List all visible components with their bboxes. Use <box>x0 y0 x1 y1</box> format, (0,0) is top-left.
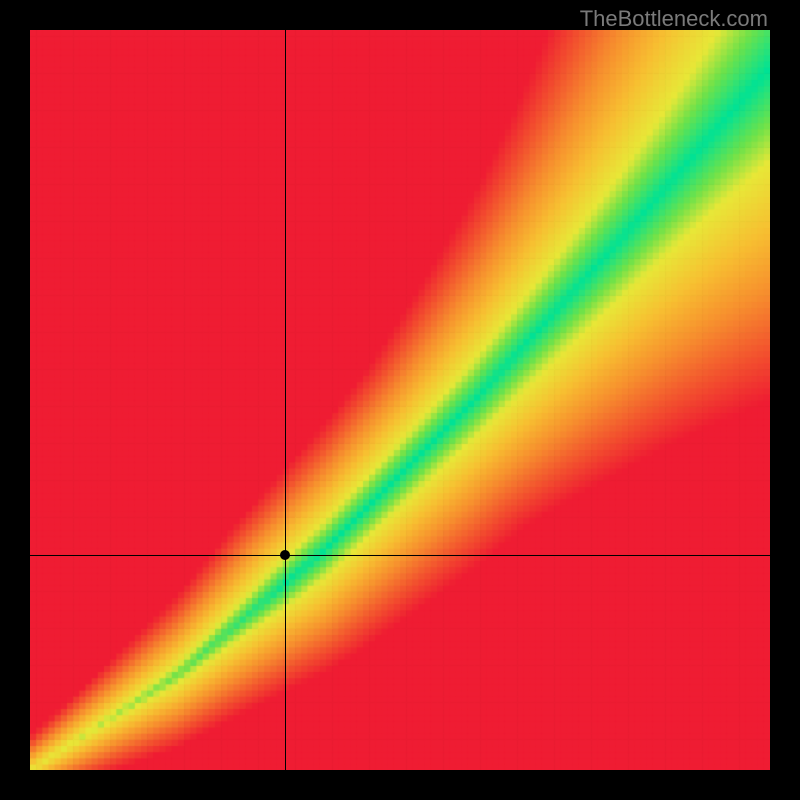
crosshair-marker <box>280 550 290 560</box>
heatmap-canvas <box>30 30 770 770</box>
crosshair-vertical <box>285 30 286 770</box>
crosshair-horizontal <box>30 555 770 556</box>
watermark-text: TheBottleneck.com <box>580 6 768 32</box>
plot-area <box>30 30 770 770</box>
